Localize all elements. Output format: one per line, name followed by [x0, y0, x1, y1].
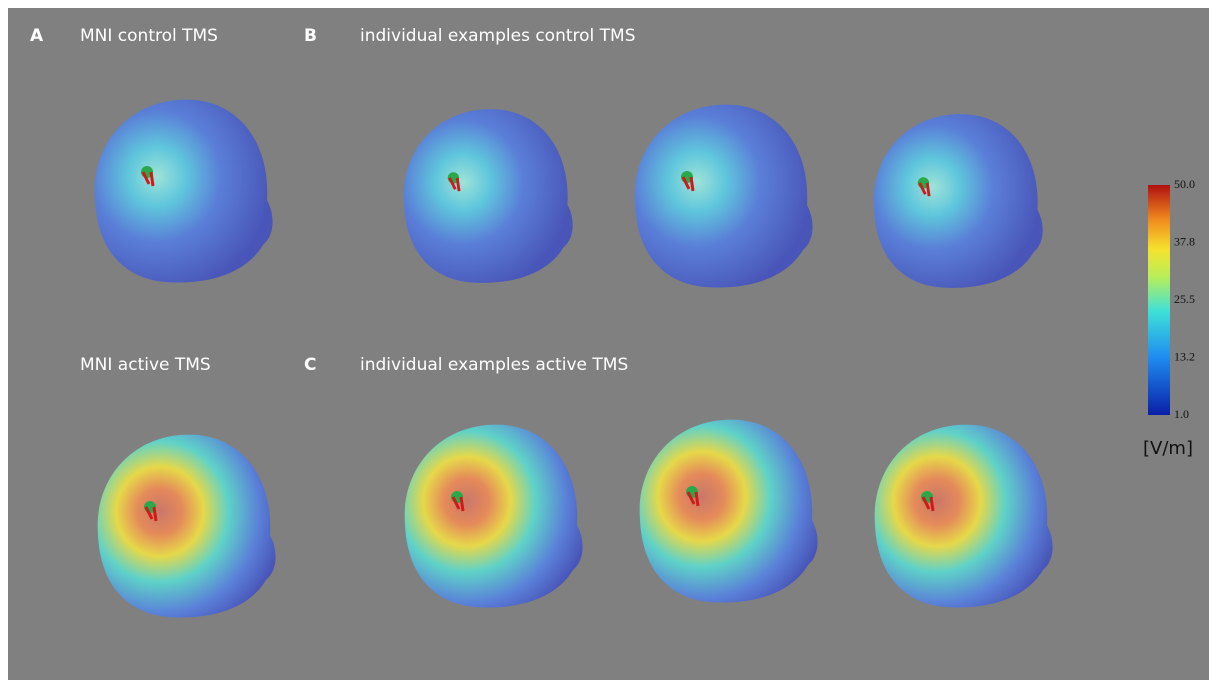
brain-active [98, 435, 276, 618]
panel-title: MNI control TMS [80, 26, 218, 46]
colorbar [1148, 185, 1170, 415]
brain-active [640, 420, 818, 603]
brain-control [95, 100, 273, 283]
panel-title: MNI active TMS [80, 355, 211, 375]
colorbar-tick-label: 25.5 [1174, 292, 1195, 306]
panel-title: individual examples control TMS [360, 26, 636, 46]
colorbar-tick-label: 50.0 [1174, 177, 1195, 191]
figure: A MNI control TMS B individual examples … [0, 0, 1209, 680]
panel-letter: C [304, 355, 316, 375]
colorbar-tick-label: 13.2 [1174, 349, 1195, 363]
panel-letter: A [30, 26, 44, 46]
brain-control [874, 114, 1043, 288]
colorbar-tick-label: 37.8 [1174, 234, 1195, 248]
brain-control [635, 105, 813, 288]
brain-control [404, 109, 573, 283]
colorbar-tick-label: 1.0 [1174, 407, 1189, 421]
colorbar-unit: [V/m] [1143, 438, 1193, 459]
brain-active [405, 425, 583, 608]
panel-letter: B [304, 26, 317, 46]
panel-title: individual examples active TMS [360, 355, 628, 375]
brain-active [875, 425, 1053, 608]
